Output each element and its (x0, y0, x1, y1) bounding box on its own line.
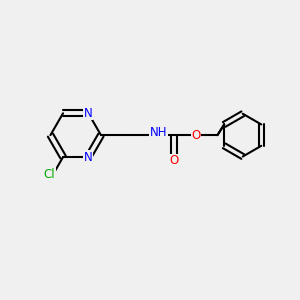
Text: O: O (191, 129, 201, 142)
Text: N: N (84, 107, 93, 120)
Text: O: O (169, 154, 178, 167)
Text: NH: NH (150, 126, 167, 139)
Text: N: N (84, 151, 93, 164)
Text: Cl: Cl (44, 168, 55, 181)
